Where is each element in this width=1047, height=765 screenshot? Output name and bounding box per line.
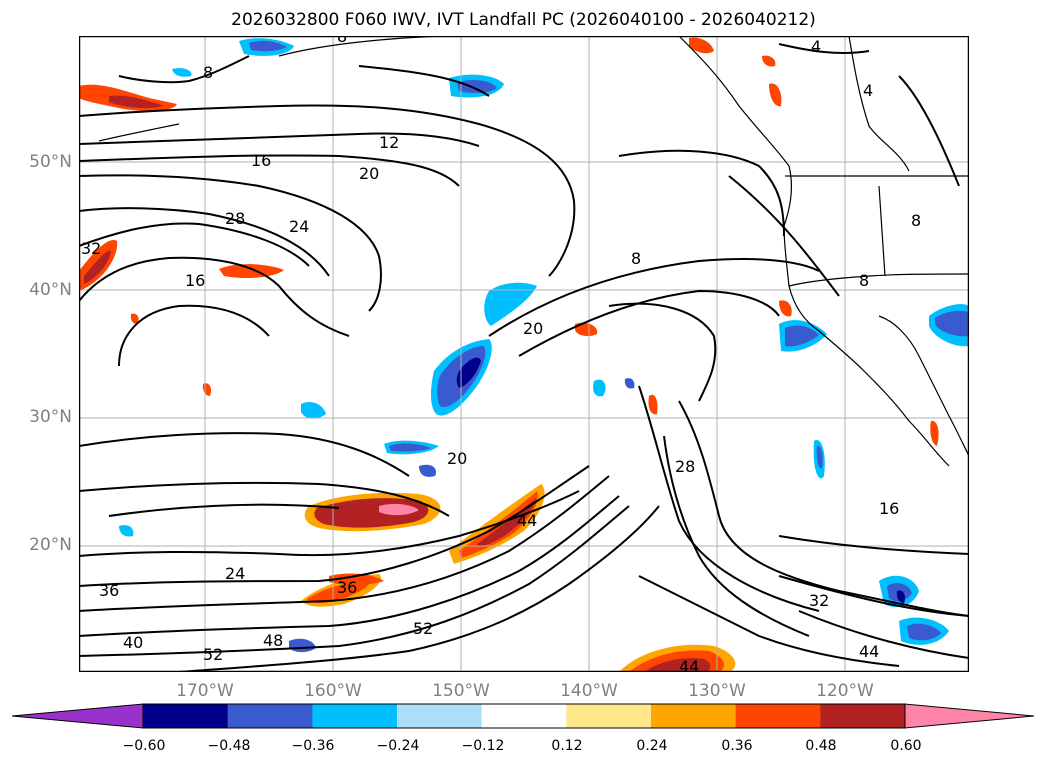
- contour-label: 28: [225, 209, 245, 228]
- lon-label-130w: 130°W: [688, 681, 746, 701]
- colorbar-tick-label: 0.36: [721, 738, 753, 754]
- colorbar-segment: [566, 704, 652, 728]
- map-title: 2026032800 F060 IWV, IVT Landfall PC (20…: [231, 10, 816, 30]
- colorbar-segment: [397, 704, 483, 728]
- colorbar-tick-label: −0.48: [207, 738, 251, 754]
- lat-label-50n: 50°N: [29, 152, 72, 172]
- lat-label-20n: 20°N: [29, 535, 72, 555]
- colorbar-extend-high: [904, 703, 1035, 729]
- lon-label-140w: 140°W: [560, 681, 618, 701]
- contour-label: 20: [359, 164, 379, 183]
- map-panel: 12 16 20 28 24 32 16 8 8 8 20 20 28 16 2…: [79, 36, 969, 672]
- contour-label: 52: [413, 619, 433, 638]
- contour-label: 8: [911, 211, 921, 230]
- contour-label: 4: [811, 37, 821, 56]
- contour-labels: 12 16 20 28 24 32 16 8 8 8 20 20 28 16 2…: [81, 36, 921, 672]
- lon-label-170w: 170°W: [176, 681, 234, 701]
- colorbar-tick-label: 0.48: [805, 738, 837, 754]
- colorbar-tick-label: −0.12: [461, 738, 505, 754]
- contour-label: 8: [631, 249, 641, 268]
- colorbar-tick-label: 0.12: [551, 738, 583, 754]
- lat-label-30n: 30°N: [29, 407, 72, 427]
- contour-label: 28: [675, 457, 695, 476]
- contour-label: 20: [447, 449, 467, 468]
- contour-label: 12: [379, 133, 399, 152]
- graticule: [79, 36, 969, 672]
- colorbar-segment: [143, 704, 229, 728]
- contour-label: 24: [289, 217, 309, 236]
- contour-label: 32: [81, 239, 101, 258]
- contour-label: 8: [203, 63, 213, 82]
- colorbar-segment: [227, 704, 313, 728]
- contour-label: 16: [251, 151, 271, 170]
- colorbar-segment: [820, 704, 906, 728]
- contour-label: 8: [859, 271, 869, 290]
- colorbar-tick-label: −0.60: [122, 738, 166, 754]
- contour-label: 24: [225, 564, 245, 583]
- contour-label: 16: [185, 271, 205, 290]
- map-border: [79, 36, 969, 672]
- contour-label: 36: [337, 578, 357, 597]
- colorbar-segment: [481, 704, 567, 728]
- colorbar-segment: [735, 704, 821, 728]
- contour-label: 36: [99, 581, 119, 600]
- colorbar-tick-label: 0.24: [636, 738, 668, 754]
- iwv-contours: [79, 43, 969, 672]
- contour-label: 44: [517, 511, 537, 530]
- contour-label: 4: [863, 81, 873, 100]
- coastlines: [98, 36, 969, 467]
- colorbar-tick-label: −0.36: [291, 738, 335, 754]
- lat-label-40n: 40°N: [29, 280, 72, 300]
- contour-label: 20: [523, 319, 543, 338]
- lon-label-160w: 160°W: [304, 681, 362, 701]
- contour-label: 44: [679, 657, 699, 672]
- contour-label: 16: [879, 499, 899, 518]
- colorbar-segment: [651, 704, 737, 728]
- contour-label: 40: [123, 633, 143, 652]
- colorbar-tick-label: 0.60: [890, 738, 922, 754]
- colorbar: [12, 703, 1035, 729]
- contour-label: 44: [859, 642, 879, 661]
- contour-label: 32: [809, 591, 829, 610]
- colorbar-extend-low: [12, 703, 144, 729]
- contour-label: 52: [203, 645, 223, 664]
- map-canvas: 12 16 20 28 24 32 16 8 8 8 20 20 28 16 2…: [79, 36, 969, 672]
- contour-label: 48: [263, 631, 283, 650]
- lon-label-150w: 150°W: [432, 681, 490, 701]
- colorbar-tick-label: −0.24: [376, 738, 420, 754]
- lon-label-120w: 120°W: [816, 681, 874, 701]
- colorbar-segment: [312, 704, 398, 728]
- contour-label: 8: [337, 36, 347, 46]
